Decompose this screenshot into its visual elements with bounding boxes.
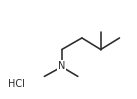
Text: HCl: HCl bbox=[8, 79, 25, 89]
Text: N: N bbox=[58, 61, 65, 71]
